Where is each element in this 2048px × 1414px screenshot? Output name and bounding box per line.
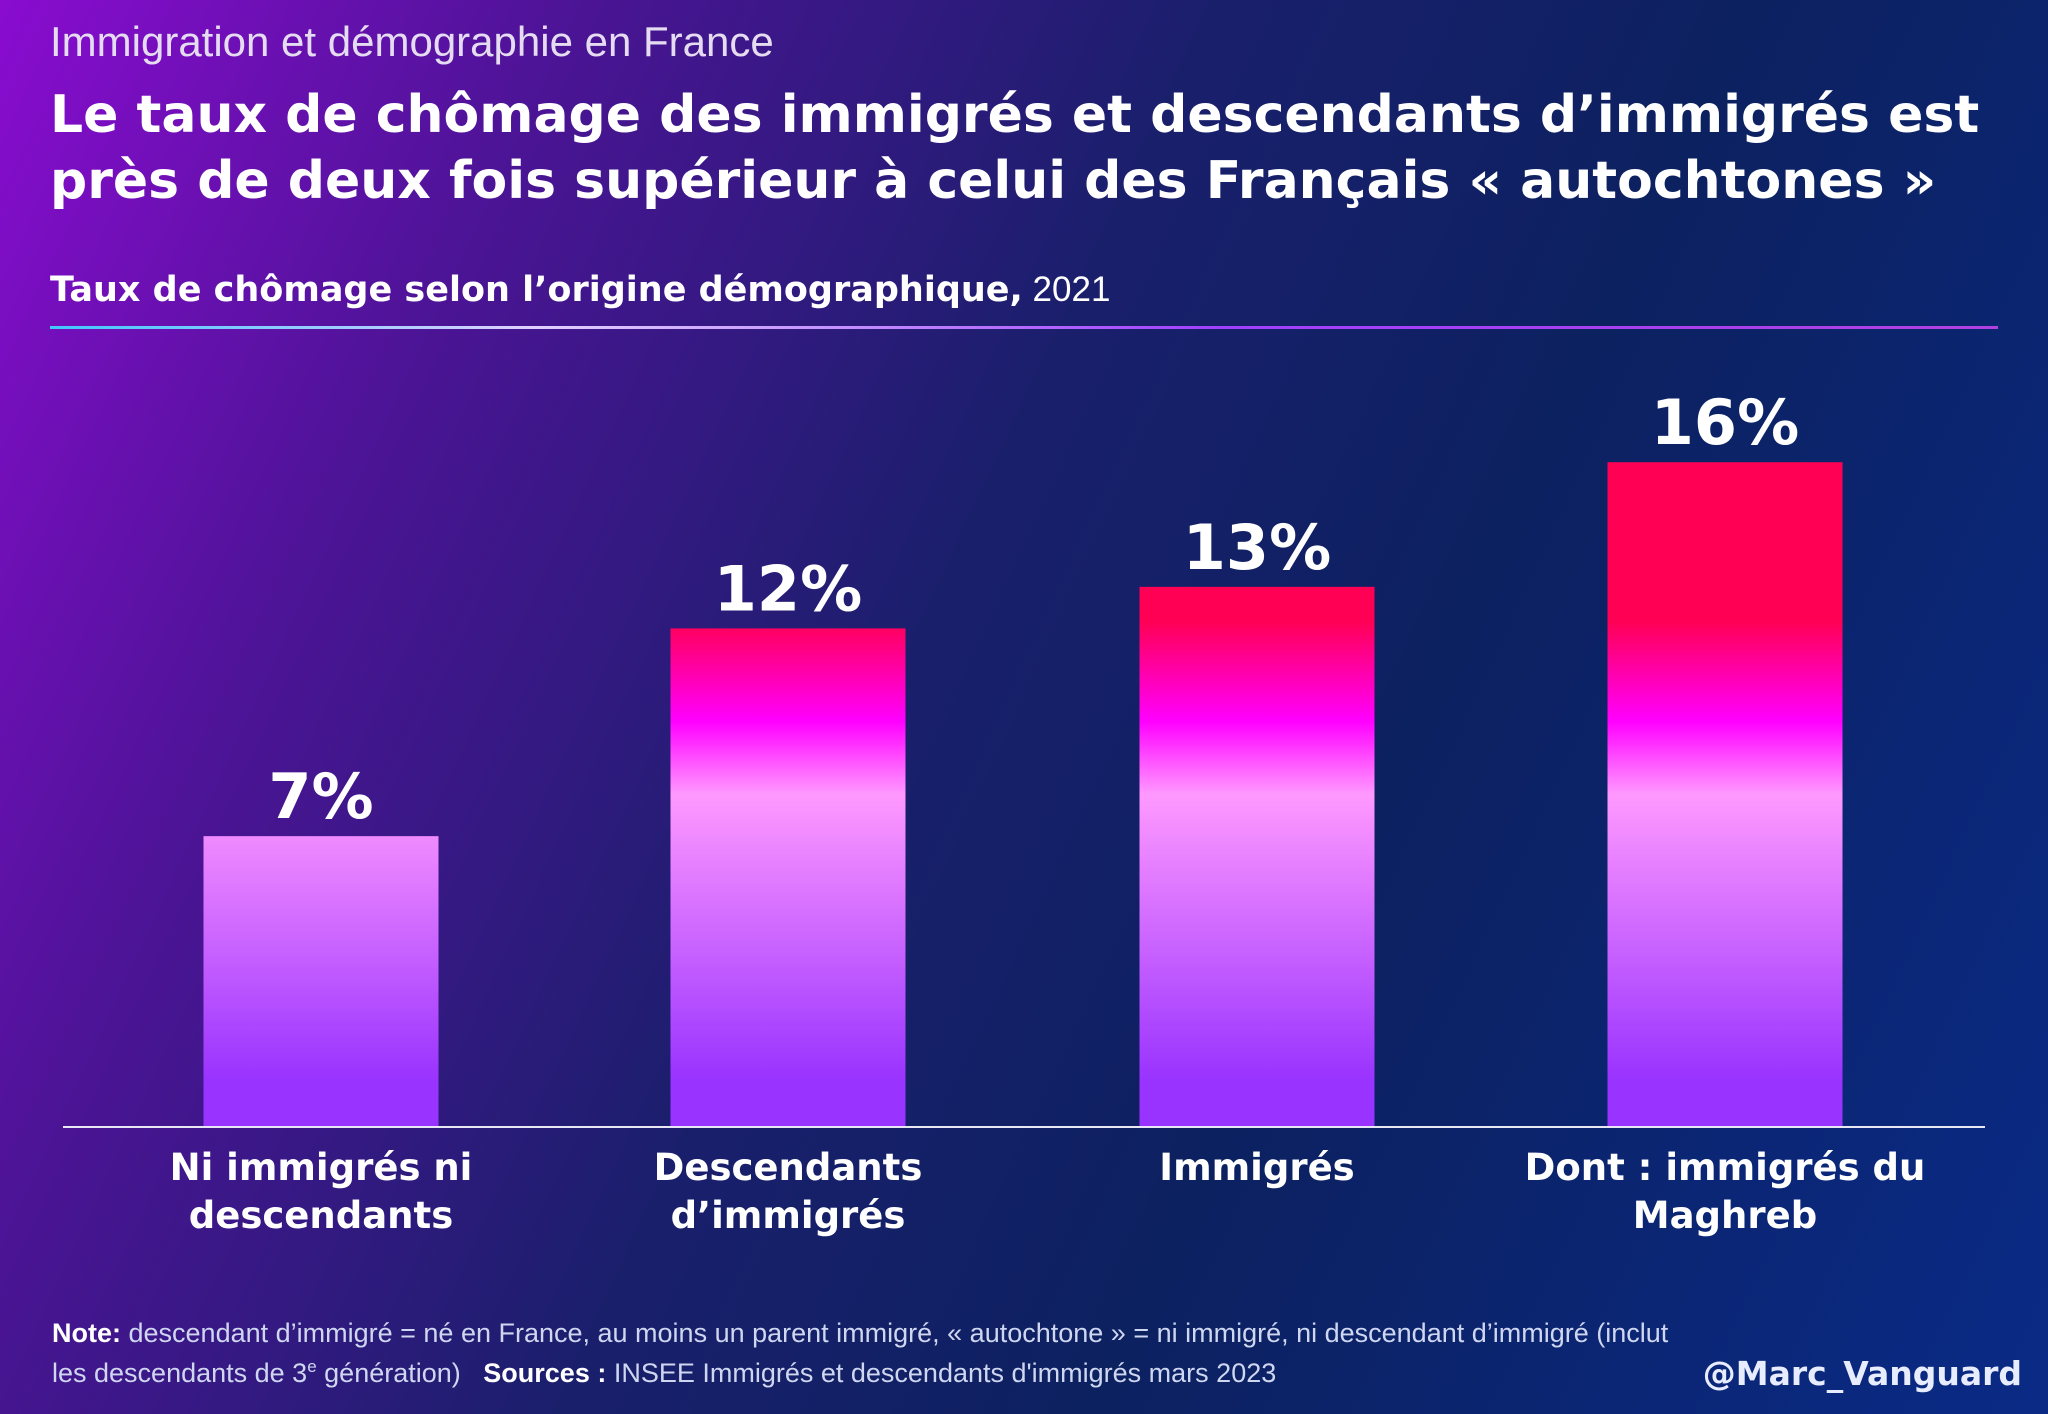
bar-1	[203, 836, 439, 1127]
bar-chart: 7% Ni immigrés ni descendants 12% Descendant…	[63, 386, 1985, 1237]
data-label: 16%	[1651, 386, 1799, 459]
chart-subtitle: Taux de chômage selon l’origine démograp…	[50, 270, 1110, 310]
category-label: Dont : immigrés du	[1525, 1146, 1926, 1189]
data-label: 12%	[714, 552, 862, 625]
note-text: descendant d’immigré = né en France, au …	[52, 1318, 1669, 1388]
author-handle: @Marc_Vanguard	[1702, 1354, 2022, 1393]
note-sup: e	[307, 1357, 317, 1376]
category-label: d’immigrés	[671, 1194, 906, 1237]
divider	[50, 326, 1998, 329]
data-label: 13%	[1183, 511, 1331, 584]
category-label: descendants	[189, 1194, 453, 1237]
category-label: Immigrés	[1159, 1146, 1354, 1189]
note-label: Note:	[52, 1318, 121, 1348]
sources-text: INSEE Immigrés et descendants d'immigrés…	[606, 1358, 1277, 1388]
subtitle-bold: Taux de chômage selon l’origine démograp…	[50, 270, 1023, 310]
data-label: 7%	[268, 760, 373, 833]
chart-title: Le taux de chômage des immigrés et desce…	[50, 85, 1980, 211]
supertitle: Immigration et démographie en France	[50, 18, 774, 65]
category-label: Maghreb	[1633, 1194, 1817, 1237]
sources-label: Sources :	[483, 1358, 607, 1388]
category-label: Ni immigrés ni	[170, 1146, 473, 1189]
bar-4	[1607, 462, 1843, 1127]
note-text-2: génération)	[316, 1358, 461, 1388]
category-label: Descendants	[654, 1146, 923, 1189]
note: Note: descendant d’immigré = né en Franc…	[52, 1316, 1692, 1390]
bar-3	[1139, 586, 1375, 1127]
bar-2	[670, 628, 906, 1127]
subtitle-year: 2021	[1022, 270, 1111, 309]
